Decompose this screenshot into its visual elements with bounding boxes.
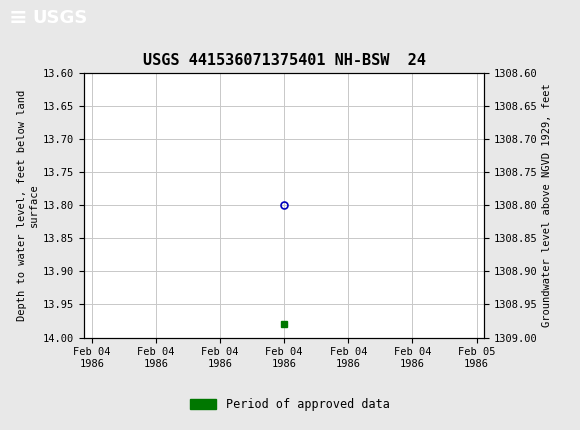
- Text: ≡: ≡: [9, 8, 27, 28]
- Y-axis label: Groundwater level above NGVD 1929, feet: Groundwater level above NGVD 1929, feet: [542, 83, 552, 327]
- Title: USGS 441536071375401 NH-BSW  24: USGS 441536071375401 NH-BSW 24: [143, 53, 426, 68]
- Legend: Period of approved data: Period of approved data: [186, 393, 394, 415]
- Y-axis label: Depth to water level, feet below land
surface: Depth to water level, feet below land su…: [17, 90, 39, 321]
- Text: USGS: USGS: [32, 9, 87, 27]
